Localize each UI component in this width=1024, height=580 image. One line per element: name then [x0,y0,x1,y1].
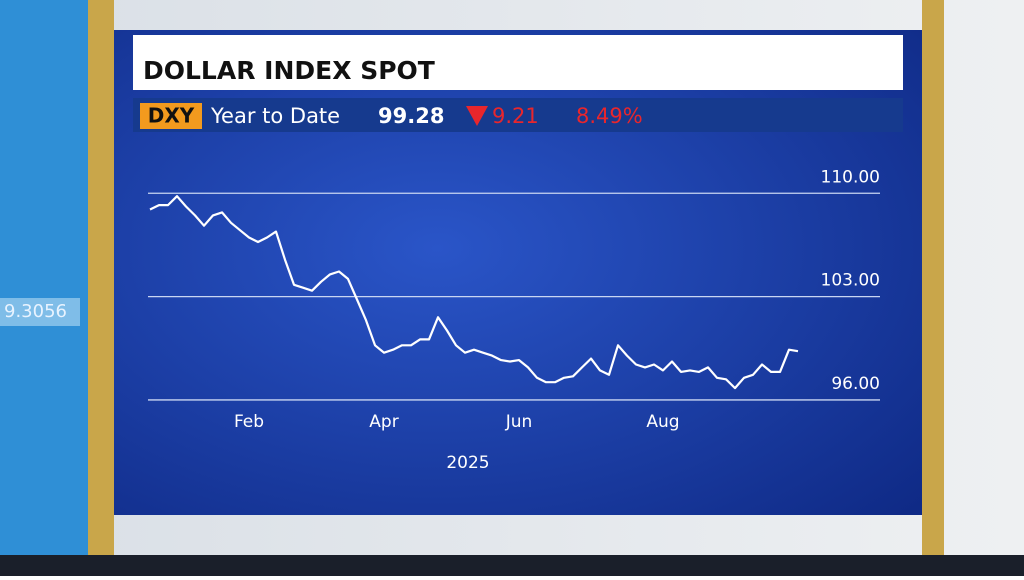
side-screen [0,0,88,576]
last-price: 99.28 [378,104,444,128]
net-change: 9.21 [492,104,539,128]
x-tick-label: Aug [646,412,679,432]
x-axis-label: 2025 [446,453,489,473]
ticker-value: 9.3056 [4,301,67,322]
pillar [922,0,944,576]
y-tick-label: 103.00 [821,271,880,291]
y-tick-label: 110.00 [821,167,880,187]
symbol: DXY [148,104,195,128]
x-tick-label: Apr [369,412,398,432]
percent-change: 8.49% [576,104,643,128]
title-bar [133,35,903,90]
x-tick-label: Jun [505,412,533,432]
price-line [149,195,799,390]
pillar [88,0,114,576]
y-tick-label: 96.00 [831,374,880,394]
period: Year to Date [210,104,340,128]
floor [0,555,1024,576]
x-tick-label: Feb [234,412,264,432]
plot-area: 96.00 103.00 110.00 Feb Apr Jun Aug [148,167,880,432]
quote-bar [133,98,903,132]
chart-title: DOLLAR INDEX SPOT [143,56,435,85]
down-arrow [466,106,488,126]
ticker-strip [0,298,80,326]
symbol-badge [140,103,202,129]
